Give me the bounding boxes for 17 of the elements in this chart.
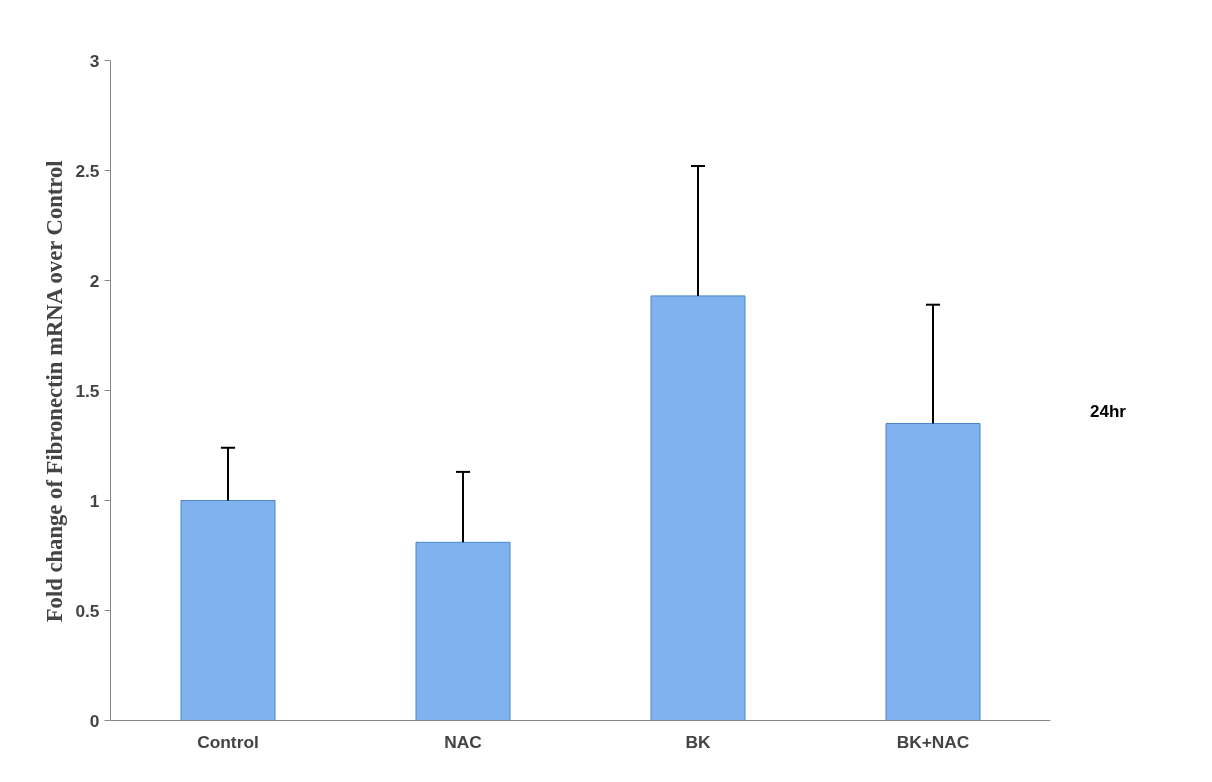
y-tick-label: 0	[89, 710, 100, 731]
y-tick-label: 1.5	[75, 380, 100, 401]
bar	[180, 500, 276, 721]
x-tick-label: Control	[197, 731, 259, 752]
text: 24hr	[1090, 401, 1126, 423]
y-tick-label: 3	[89, 50, 100, 71]
bar	[415, 541, 511, 721]
x-tick-label: BK	[685, 731, 711, 752]
bar	[885, 423, 981, 721]
y-axis-title: Fold change of Fibronectin mRNA over Control	[42, 160, 68, 623]
y-tick-label: 1	[89, 490, 100, 511]
x-tick-label: BK+NAC	[896, 731, 970, 752]
y-tick-label: 2	[89, 270, 100, 291]
y-tick-label: 0.5	[75, 600, 100, 621]
bar	[650, 295, 746, 721]
x-tick-label: NAC	[444, 731, 483, 752]
y-tick-label: 2.5	[75, 160, 100, 181]
